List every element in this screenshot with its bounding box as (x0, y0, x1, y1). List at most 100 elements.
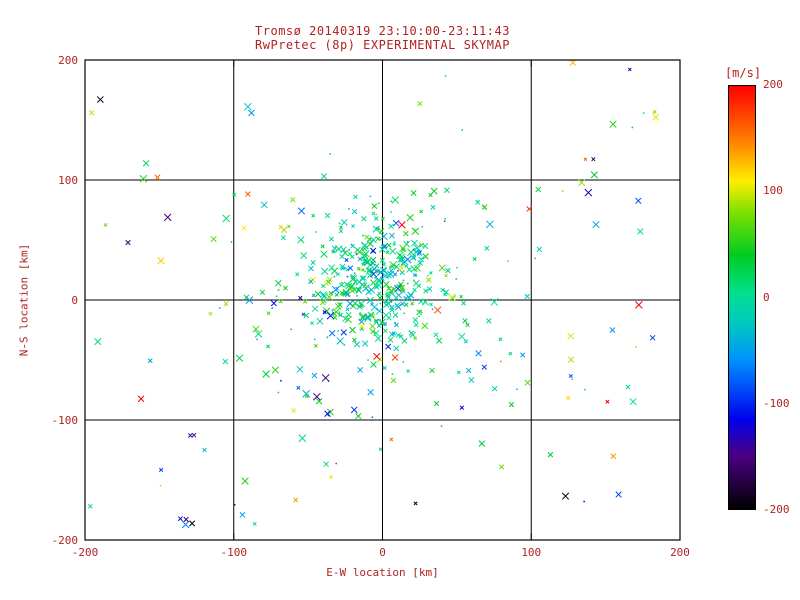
scatter-point (347, 265, 354, 272)
scatter-point (339, 225, 343, 230)
scatter-point (400, 247, 406, 252)
scatter-point (385, 250, 390, 255)
scatter-point (297, 207, 306, 215)
scatter-point (301, 312, 306, 317)
scatter-point (378, 447, 383, 452)
scatter-point (395, 332, 402, 338)
scatter-point (583, 157, 588, 162)
scatter-point (465, 367, 472, 374)
scatter-point (386, 297, 391, 302)
scatter-point (302, 389, 311, 398)
scatter-point (328, 236, 334, 242)
scatter-point (360, 251, 369, 260)
scatter-point (277, 391, 280, 394)
scatter-point (499, 464, 505, 470)
scatter-point (374, 263, 380, 269)
scatter-point (266, 344, 271, 349)
scatter-point (461, 129, 464, 131)
scatter-point (413, 264, 421, 272)
scatter-point (429, 367, 435, 374)
scatter-point (319, 299, 326, 306)
scatter-point (328, 329, 336, 337)
scatter-point (375, 236, 381, 242)
scatter-point (398, 221, 406, 229)
scatter-point (631, 126, 634, 129)
scatter-point (337, 330, 340, 332)
scatter-point (359, 312, 362, 315)
scatter-point (418, 315, 421, 318)
scatter-point (379, 302, 382, 305)
scatter-point (369, 195, 372, 198)
scatter-point (158, 467, 164, 472)
scatter-point (516, 388, 518, 391)
scatter-point (566, 395, 571, 400)
scatter-point (357, 256, 363, 262)
scatter-point (438, 264, 446, 272)
scatter-point (386, 294, 391, 299)
scatter-point (361, 268, 365, 272)
x-tick-label: -100 (221, 546, 248, 559)
scatter-point (423, 288, 429, 294)
colorbar-tick-label: -100 (763, 396, 790, 410)
colorbar-tick-label: 0 (763, 290, 770, 304)
scatter-point (325, 293, 333, 301)
scatter-point (508, 401, 515, 408)
scatter-point (348, 249, 351, 251)
scatter-point (338, 222, 341, 225)
scatter-point (232, 192, 237, 197)
scatter-point (333, 250, 336, 253)
scatter-point (407, 248, 415, 257)
scatter-point (320, 250, 328, 258)
scatter-point (335, 462, 338, 465)
scatter-point (444, 75, 447, 77)
scatter-point (347, 251, 353, 257)
scatter-point (629, 398, 637, 406)
scatter-point (310, 321, 314, 326)
scatter-point (378, 339, 381, 341)
scatter-point (371, 416, 374, 419)
scatter-point (425, 277, 432, 283)
scatter-point (345, 307, 350, 312)
scatter-point (436, 337, 443, 344)
scatter-point (534, 257, 537, 260)
scatter-point (353, 272, 356, 275)
scatter-point (187, 433, 193, 438)
scatter-point (375, 213, 378, 216)
scatter-point (370, 303, 379, 312)
scatter-point (369, 268, 375, 274)
scatter-point (352, 337, 357, 343)
scatter-point (362, 284, 367, 289)
x-tick-label: 0 (379, 546, 386, 559)
scatter-point (406, 213, 414, 222)
scatter-point (235, 354, 244, 362)
scatter-point (351, 208, 358, 215)
scatter-point (373, 216, 379, 221)
scatter-point (297, 236, 305, 244)
scatter-point (223, 301, 229, 307)
scatter-point (463, 339, 468, 344)
scatter-point (536, 246, 543, 253)
tick-labels: -200 -100 0 100 200 -200 -100 0 100 200 (52, 54, 690, 559)
scatter-point (370, 329, 376, 335)
scatter-point (344, 291, 351, 298)
scatter-point (350, 274, 356, 280)
scatter-point (142, 159, 150, 167)
scatter-point (345, 282, 352, 290)
scatter-point (411, 227, 420, 236)
chart-subtitle: RwPretec (8p) EXPERIMENTAL SKYMAP (255, 38, 510, 52)
scatter-point (159, 484, 162, 487)
scatter-point (283, 285, 288, 291)
scatter-point (375, 307, 384, 315)
colorbar-tick-label: 200 (763, 78, 783, 91)
scatter-point (409, 254, 417, 261)
scatter-point (321, 374, 330, 382)
scatter-point (87, 503, 93, 509)
scatter-point (125, 239, 131, 246)
scatter-point (322, 310, 327, 315)
scatter-point (356, 303, 363, 310)
scatter-point (371, 203, 378, 210)
scatter-point (370, 260, 376, 266)
scatter-point (433, 306, 442, 314)
scatter-point (475, 350, 482, 357)
scatter-point (375, 269, 381, 274)
